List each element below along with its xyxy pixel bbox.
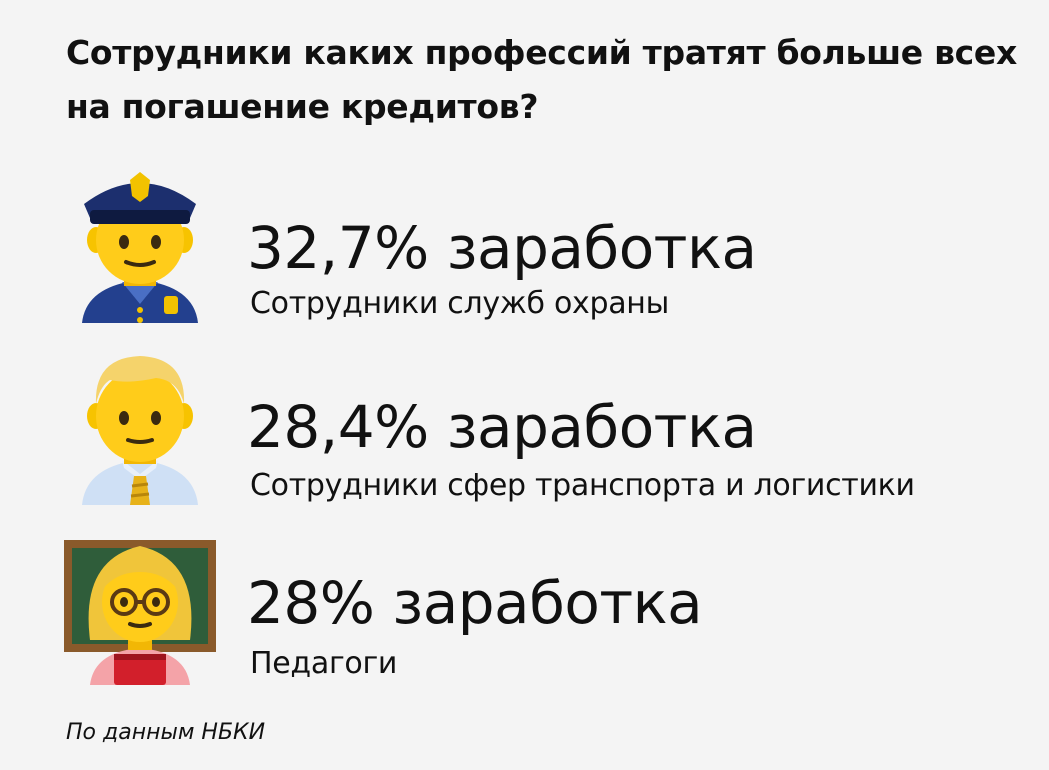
profession-label: Сотрудники служб охраны: [250, 286, 670, 321]
stat-value: 28% заработка: [247, 569, 703, 637]
source-note: По данным НБКИ: [66, 720, 266, 745]
stat-value: 28,4% заработка: [247, 393, 757, 461]
profession-row-teachers: 28% заработка Педагоги: [0, 520, 1049, 690]
profession-label: Сотрудники сфер транспорта и логистики: [250, 468, 915, 503]
profession-row-transport: 28,4% заработка Сотрудники сфер транспор…: [0, 340, 1049, 510]
police-officer-icon: [82, 172, 198, 323]
profession-label: Педагоги: [250, 646, 398, 681]
stat-value: 32,7% заработка: [247, 214, 757, 282]
man-office-worker-icon: [82, 356, 198, 505]
infographic-title: Сотрудники каких профессий тратят больше…: [66, 33, 1017, 126]
woman-teacher-icon: [64, 540, 216, 685]
profession-row-security: 32,7% заработка Сотрудники служб охраны: [0, 158, 1049, 328]
